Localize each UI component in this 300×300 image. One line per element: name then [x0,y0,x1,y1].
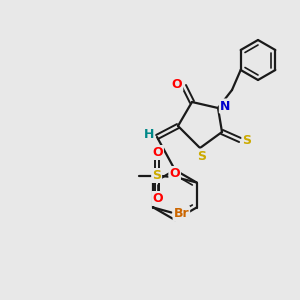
Text: H: H [144,128,154,142]
Text: O: O [169,167,180,180]
Text: O: O [172,77,182,91]
Text: S: S [197,149,206,163]
Text: S: S [242,134,251,146]
Text: N: N [220,100,230,112]
Text: S: S [152,169,161,182]
Text: O: O [152,192,163,205]
Text: O: O [152,146,163,159]
Text: Br: Br [173,207,189,220]
